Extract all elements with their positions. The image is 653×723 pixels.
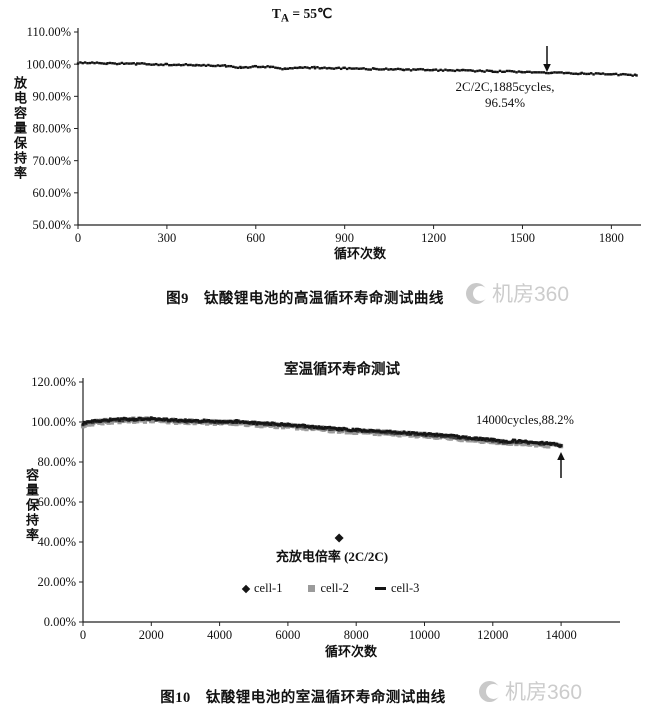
figure9-annotation-line1: 2C/2C,1885cycles, — [455, 79, 555, 94]
legend-label-cell-3: cell-3 — [390, 581, 420, 595]
legend-item-cell-3: cell-3 — [374, 581, 420, 596]
legend-label-cell-2: cell-2 — [320, 581, 349, 595]
svg-text:50.00%: 50.00% — [32, 218, 71, 232]
figure9-caption: 图9 钛酸锂电池的高温循环寿命测试曲线 — [166, 291, 444, 307]
figure10-x-axis-label: 循环次数 — [324, 644, 377, 659]
legend-item-cell-1: cell-1 — [241, 581, 283, 596]
figure10-y-axis-label: 容量保持率 — [24, 468, 39, 543]
svg-text:70.00%: 70.00% — [32, 154, 71, 168]
watermark-text: 机房360 — [492, 283, 570, 306]
legend-item-cell-2: cell-2 — [308, 581, 349, 596]
svg-text:80.00%: 80.00% — [32, 122, 71, 136]
figure10-plot: 120.00% 100.00% 80.00% 60.00% 40.00% 20.00% 0.… — [31, 375, 620, 642]
svg-text:90.00%: 90.00% — [32, 90, 71, 104]
svg-text:8000: 8000 — [344, 628, 369, 642]
figure10-title: 室温循环寿命测试 — [284, 362, 400, 378]
figure9-plot: 110.00% 100.00% 90.00% 80.00% 70.00% 60.00% 50… — [26, 25, 641, 245]
jifang360-logo-icon — [466, 282, 488, 304]
figure9-title: TA = 55℃ — [102, 6, 502, 25]
svg-text:0: 0 — [80, 628, 86, 642]
figure10-legend: cell-1 cell-2 cell-3 — [241, 581, 420, 596]
svg-text:6000: 6000 — [275, 628, 300, 642]
svg-text:12000: 12000 — [477, 628, 508, 642]
svg-text:100.00%: 100.00% — [31, 415, 76, 429]
figure9-annotation: 2C/2C,1885cycles, 96.54% — [425, 79, 585, 111]
svg-text:0.00%: 0.00% — [44, 615, 76, 629]
svg-text:100.00%: 100.00% — [26, 57, 71, 71]
svg-text:2000: 2000 — [139, 628, 164, 642]
svg-text:110.00%: 110.00% — [27, 25, 71, 39]
svg-text:600: 600 — [246, 231, 265, 245]
diamond-marker-icon — [241, 584, 251, 593]
svg-text:10000: 10000 — [409, 628, 440, 642]
figure9-annotation-line2: 96.54% — [484, 95, 526, 110]
figure9-y-axis-label: 放电容量保持率 — [12, 76, 27, 181]
figure9-title-rest: = 55℃ — [289, 6, 333, 21]
svg-text:900: 900 — [335, 231, 354, 245]
svg-text:40.00%: 40.00% — [37, 535, 76, 549]
svg-text:80.00%: 80.00% — [37, 455, 76, 469]
figure9-title-base: T — [271, 6, 281, 21]
svg-text:14000: 14000 — [545, 628, 576, 642]
svg-text:20.00%: 20.00% — [37, 575, 76, 589]
square-marker-icon — [308, 585, 316, 592]
svg-text:4000: 4000 — [207, 628, 232, 642]
figure10-rate-label: 充放电倍率 (2C/2C) — [275, 549, 389, 564]
svg-text:1500: 1500 — [510, 231, 535, 245]
watermark-figure10: 机房360 — [479, 676, 582, 706]
svg-text:0: 0 — [75, 231, 81, 245]
svg-text:60.00%: 60.00% — [37, 495, 76, 509]
figure10-caption: 图10 钛酸锂电池的室温循环寿命测试曲线 — [160, 690, 446, 706]
dash-marker-icon — [374, 587, 386, 590]
figure10-annotation: 14000cycles,88.2% — [476, 413, 574, 427]
watermark-figure9: 机房360 — [466, 278, 569, 308]
svg-text:1200: 1200 — [421, 231, 446, 245]
jifang360-logo-icon — [479, 680, 501, 702]
figure9-x-axis-label: 循环次数 — [333, 246, 386, 261]
legend-label-cell-1: cell-1 — [254, 581, 283, 595]
svg-text:60.00%: 60.00% — [32, 186, 71, 200]
figure9-title-sub: A — [280, 12, 290, 25]
svg-text:120.00%: 120.00% — [31, 375, 76, 389]
svg-text:1800: 1800 — [599, 231, 624, 245]
svg-text:300: 300 — [158, 231, 177, 245]
watermark-text: 机房360 — [505, 681, 583, 704]
